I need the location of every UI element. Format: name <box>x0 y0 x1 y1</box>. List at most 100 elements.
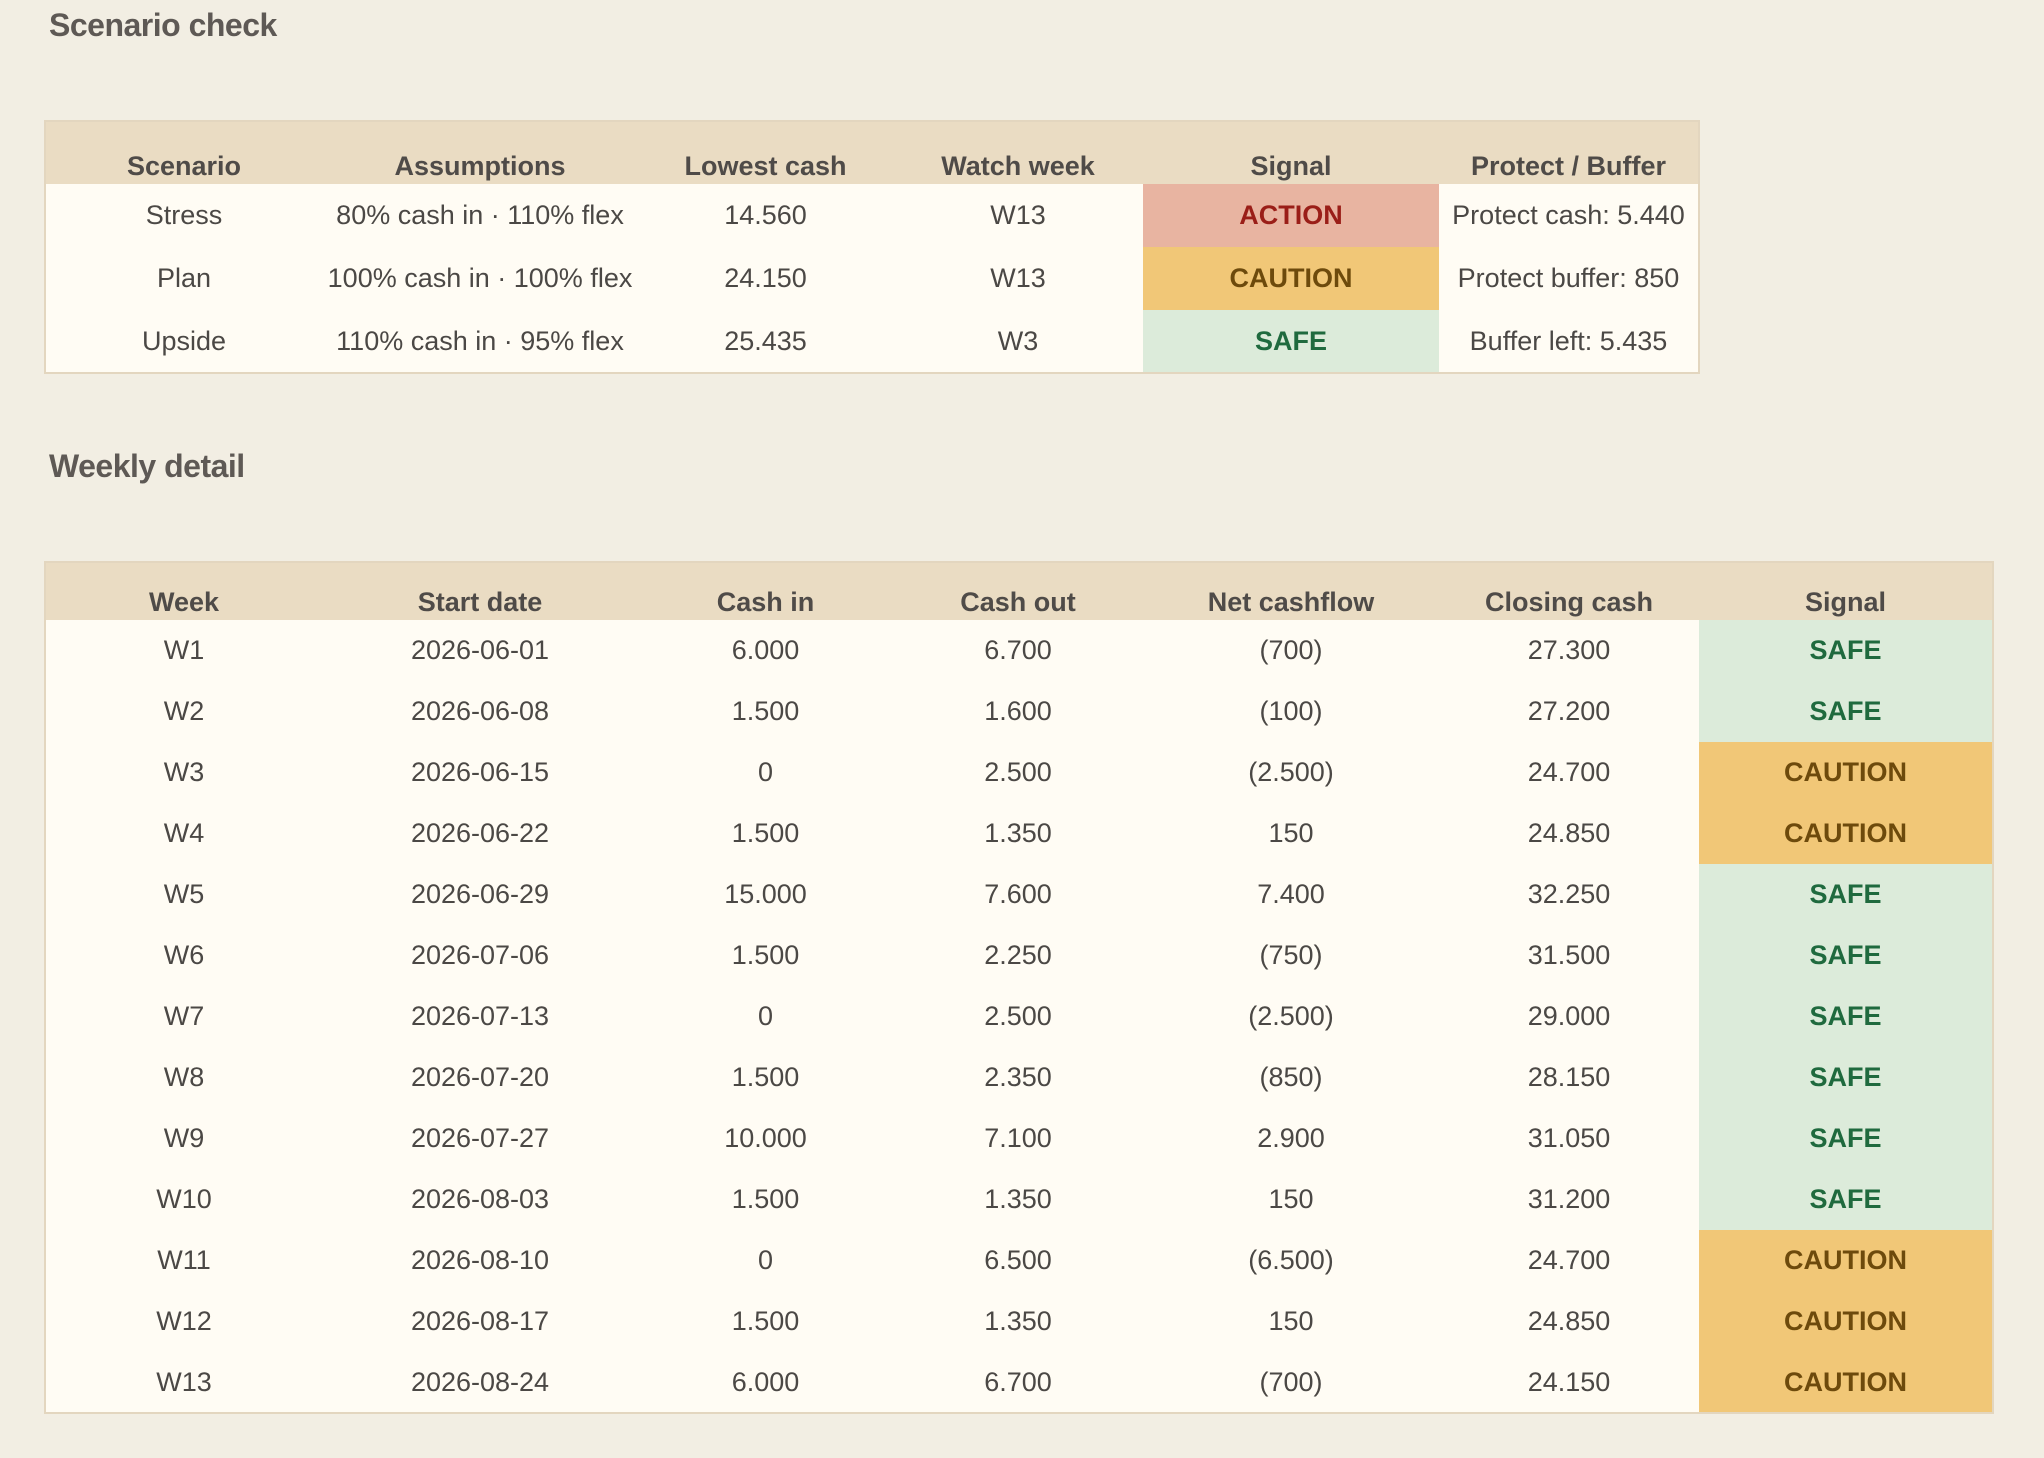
cash-out-cell: 2.500 <box>984 757 1052 787</box>
week-cell: W9 <box>163 1123 205 1153</box>
col-header-lowest-cash[interactable]: Lowest cash <box>638 121 893 184</box>
col-header-assumptions[interactable]: Assumptions <box>322 121 638 184</box>
cash-in-cell: 1.500 <box>731 1306 800 1336</box>
week-cell: W4 <box>163 818 205 848</box>
cash-in-cell: 6.000 <box>731 1366 800 1397</box>
signal-badge: SAFE <box>1699 925 1993 986</box>
net-cashflow-cell: (6.500) <box>1248 1245 1334 1275</box>
protect-buffer-cell: Protect buffer: 850 <box>1457 263 1680 293</box>
week-cell: W2 <box>163 696 205 726</box>
col-header-net-cashflow[interactable]: Net cashflow <box>1143 562 1439 620</box>
weekly-row[interactable]: W2 2026-06-08 1.500 1.600 (100) 27.200 SAFE <box>45 681 1993 742</box>
lowest-cash-cell: 25.435 <box>724 325 807 356</box>
weekly-row[interactable]: W3 2026-06-15 0 2.500 (2.500) 24.700 CAUTION <box>45 742 1993 803</box>
cash-out-cell: 7.100 <box>984 1123 1052 1153</box>
net-cashflow-cell: (2.500) <box>1248 757 1334 787</box>
cash-in-cell: 0 <box>757 1001 774 1031</box>
scenario-name-cell: Stress <box>145 200 223 230</box>
watch-week-cell: W13 <box>990 200 1046 230</box>
weekly-row[interactable]: W8 2026-07-20 1.500 2.350 (850) 28.150 SAFE <box>45 1047 1993 1108</box>
cash-in-cell: 10.000 <box>724 1123 807 1153</box>
scenario-name-cell: Plan <box>156 263 212 293</box>
scenario-row[interactable]: Upside 110% cash in · 95% flex 25.435 W3 SAF… <box>45 310 1699 373</box>
weekly-row[interactable]: W12 2026-08-17 1.500 1.350 150 24.850 CAUTION <box>45 1291 1993 1352</box>
watch-week-cell: W3 <box>997 325 1039 356</box>
protect-buffer-cell: Buffer left: 5.435 <box>1469 325 1668 356</box>
signal-badge: CAUTION <box>1699 1291 1993 1352</box>
closing-cash-cell: 24.850 <box>1527 1306 1611 1336</box>
net-cashflow-cell: 150 <box>1268 1184 1314 1214</box>
cash-in-cell: 1.500 <box>731 1062 800 1092</box>
start-date-cell: 2026-07-27 <box>410 1123 550 1153</box>
col-header-signal[interactable]: Signal <box>1143 121 1439 184</box>
col-header-protect-buffer[interactable]: Protect / Buffer <box>1439 121 1699 184</box>
closing-cash-cell: 27.200 <box>1527 696 1611 726</box>
cash-in-cell: 15.000 <box>724 879 807 909</box>
start-date-cell: 2026-08-24 <box>410 1366 550 1397</box>
signal-badge: SAFE <box>1699 1169 1993 1230</box>
weekly-row[interactable]: W13 2026-08-24 6.000 6.700 (700) 24.150 CAUTIO… <box>45 1352 1993 1413</box>
signal-badge: CAUTION <box>1699 803 1993 864</box>
week-cell: W1 <box>163 635 205 665</box>
closing-cash-cell: 29.000 <box>1527 1001 1611 1031</box>
weekly-row[interactable]: W5 2026-06-29 15.000 7.600 7.400 32.250 SAFE <box>45 864 1993 925</box>
cash-in-cell: 6.000 <box>731 635 800 665</box>
weekly-row[interactable]: W6 2026-07-06 1.500 2.250 (750) 31.500 SAFE <box>45 925 1993 986</box>
net-cashflow-cell: (700) <box>1259 1366 1323 1397</box>
cash-in-cell: 1.500 <box>731 940 800 970</box>
net-cashflow-cell: 2.900 <box>1257 1123 1325 1153</box>
col-header-week[interactable]: Week <box>45 562 322 620</box>
closing-cash-cell: 24.850 <box>1527 818 1611 848</box>
weekly-row[interactable]: W7 2026-07-13 0 2.500 (2.500) 29.000 SAFE <box>45 986 1993 1047</box>
weekly-row[interactable]: W9 2026-07-27 10.000 7.100 2.900 31.050 SAFE <box>45 1108 1993 1169</box>
cash-out-cell: 7.600 <box>984 879 1052 909</box>
weekly-row[interactable]: W10 2026-08-03 1.500 1.350 150 31.200 SAFE <box>45 1169 1993 1230</box>
start-date-cell: 2026-07-06 <box>410 940 550 970</box>
assumptions-cell: 80% cash in · 110% flex <box>336 200 624 230</box>
weekly-row[interactable]: W1 2026-06-01 6.000 6.700 (700) 27.300 SAFE <box>45 620 1993 681</box>
scenario-name-cell: Upside <box>141 325 227 356</box>
lowest-cash-cell: 14.560 <box>724 200 807 230</box>
col-header-cash-in[interactable]: Cash in <box>638 562 893 620</box>
col-header-cash-out[interactable]: Cash out <box>893 562 1143 620</box>
watch-week-cell: W13 <box>990 263 1046 293</box>
week-cell: W8 <box>163 1062 205 1092</box>
lowest-cash-cell: 24.150 <box>724 263 807 293</box>
cash-out-cell: 1.600 <box>984 696 1052 726</box>
week-cell: W12 <box>156 1306 212 1336</box>
scenario-section-title: Scenario check <box>49 7 277 43</box>
col-header-scenario[interactable]: Scenario <box>45 121 322 184</box>
col-header-closing-cash[interactable]: Closing cash <box>1439 562 1699 620</box>
signal-badge: CAUTION <box>1699 1352 1993 1413</box>
week-cell: W10 <box>156 1184 212 1214</box>
weekly-row[interactable]: W11 2026-08-10 0 6.500 (6.500) 24.700 CAUTION <box>45 1230 1993 1291</box>
scenario-row[interactable]: Plan 100% cash in · 100% flex 24.150 W13 CAU… <box>45 247 1699 310</box>
closing-cash-cell: 31.050 <box>1527 1123 1611 1153</box>
scenario-row[interactable]: Stress 80% cash in · 110% flex 14.560 W13 AC… <box>45 184 1699 247</box>
weekly-row[interactable]: W4 2026-06-22 1.500 1.350 150 24.850 CAUTION <box>45 803 1993 864</box>
col-header-start-date[interactable]: Start date <box>322 562 638 620</box>
start-date-cell: 2026-08-10 <box>410 1245 550 1275</box>
signal-badge: SAFE <box>1699 864 1993 925</box>
cash-out-cell: 6.700 <box>984 635 1052 665</box>
cash-in-cell: 0 <box>757 1245 774 1275</box>
closing-cash-cell: 31.200 <box>1527 1184 1611 1214</box>
signal-badge: SAFE <box>1699 620 1993 681</box>
start-date-cell: 2026-06-22 <box>410 818 550 848</box>
net-cashflow-cell: (700) <box>1259 635 1323 665</box>
cash-in-cell: 1.500 <box>731 818 800 848</box>
signal-badge: ACTION <box>1143 184 1439 247</box>
closing-cash-cell: 32.250 <box>1527 879 1611 909</box>
col-header-watch-week[interactable]: Watch week <box>893 121 1143 184</box>
week-cell: W13 <box>156 1366 212 1397</box>
week-cell: W7 <box>163 1001 205 1031</box>
cash-out-cell: 1.350 <box>984 818 1052 848</box>
start-date-cell: 2026-06-01 <box>410 635 550 665</box>
signal-badge: SAFE <box>1699 1108 1993 1169</box>
week-cell: W6 <box>163 940 205 970</box>
start-date-cell: 2026-06-29 <box>410 879 550 909</box>
net-cashflow-cell: (750) <box>1259 940 1323 970</box>
start-date-cell: 2026-08-17 <box>410 1306 550 1336</box>
col-header-signal[interactable]: Signal <box>1699 562 1993 620</box>
cash-out-cell: 6.700 <box>984 1366 1052 1397</box>
